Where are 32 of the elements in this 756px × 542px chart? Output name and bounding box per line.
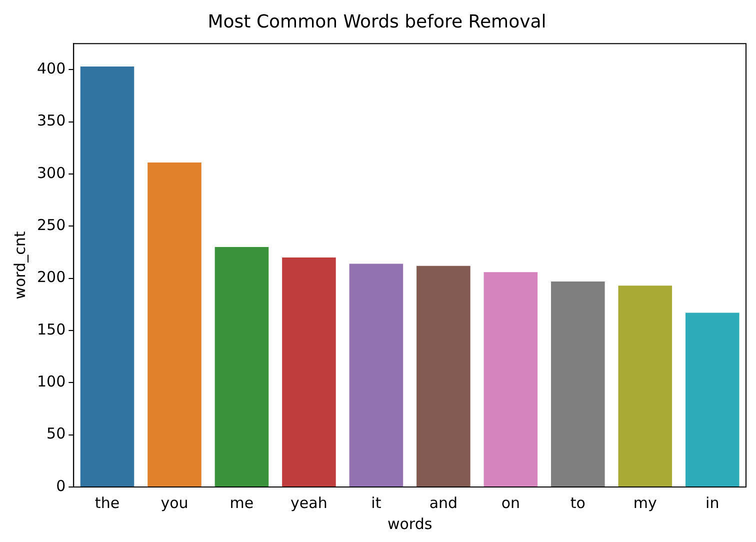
y-tick-label: 100 xyxy=(36,372,66,391)
x-tick-label: and xyxy=(429,494,458,512)
y-tick-label: 300 xyxy=(36,164,66,182)
y-axis-title: word_cnt xyxy=(10,231,29,300)
x-tick-label: me xyxy=(230,494,254,512)
bar xyxy=(416,266,470,486)
x-tick-label: on xyxy=(501,494,520,512)
bar xyxy=(349,264,404,486)
y-tick-label: 250 xyxy=(36,216,66,234)
y-tick-label: 200 xyxy=(36,268,66,286)
bar xyxy=(618,286,672,486)
y-tick-label: 0 xyxy=(56,476,66,495)
x-tick-label: my xyxy=(633,494,658,512)
y-tick-label: 50 xyxy=(46,424,66,443)
chart-title: Most Common Words before Removal xyxy=(208,11,546,32)
x-tick-label: to xyxy=(570,494,586,512)
bar xyxy=(685,312,740,486)
x-axis-title: words xyxy=(387,514,432,533)
y-tick-label: 150 xyxy=(36,320,66,338)
bar xyxy=(80,66,134,486)
y-tick-label: 400 xyxy=(36,60,66,78)
bar xyxy=(214,247,269,486)
x-tick-label: the xyxy=(94,494,120,512)
bar xyxy=(148,162,202,486)
y-tick-label: 350 xyxy=(36,112,66,130)
bar xyxy=(484,272,538,486)
x-tick-label: in xyxy=(706,494,720,512)
bar xyxy=(282,257,336,486)
x-tick-label: yeah xyxy=(290,494,328,512)
x-tick-label: you xyxy=(160,494,188,512)
bar xyxy=(551,281,605,486)
x-tick-label: it xyxy=(371,494,382,512)
